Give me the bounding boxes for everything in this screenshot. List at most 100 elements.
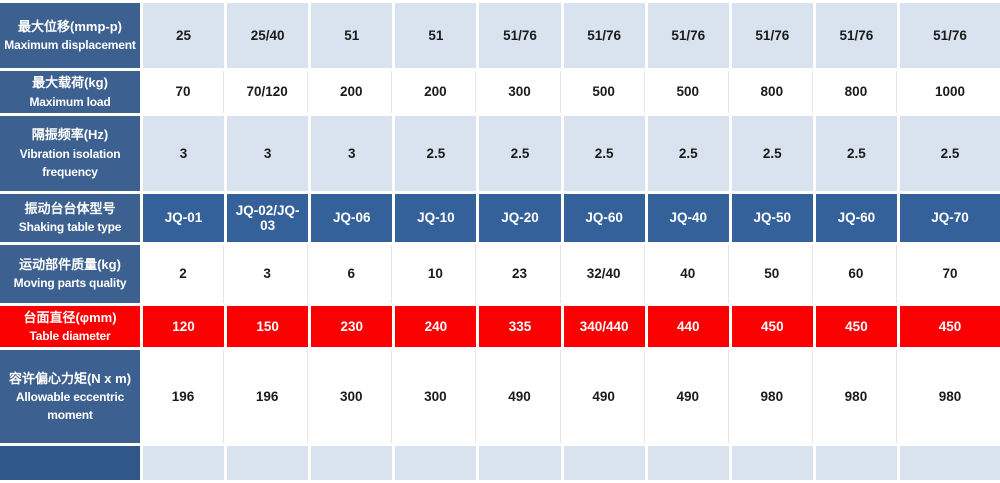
cell-allowable-eccentric-moment-col1: 196 <box>143 350 225 443</box>
cell-moving-parts-quality-col3: 6 <box>311 244 393 303</box>
cell-max-load-col6: 500 <box>563 71 645 113</box>
row-label-en: Table diameter <box>29 329 111 343</box>
row-header-shaking-table-type: 振动台台体型号 Shaking table type <box>0 193 140 242</box>
cell-allowable-eccentric-moment-col2: 196 <box>227 350 309 443</box>
cell-moving-parts-quality-col5: 23 <box>479 244 561 303</box>
cell-table-diameter-col10: 450 <box>900 305 1000 347</box>
cell-allowable-eccentric-moment-col5: 490 <box>479 350 561 443</box>
cell-allowable-eccentric-moment-col10: 980 <box>900 350 1000 443</box>
cell-shaking-table-type-col1: JQ-01 <box>143 193 225 242</box>
cell-moving-parts-quality-col4: 10 <box>395 244 477 303</box>
cell-vibration-isolation-frequency-col6: 2.5 <box>563 115 645 191</box>
cell-table-diameter-col5: 335 <box>479 305 561 347</box>
cell-next-row-partial-col8 <box>731 446 813 480</box>
cell-max-load-col5: 300 <box>479 71 561 113</box>
cell-moving-parts-quality-col10: 70 <box>900 244 1000 303</box>
cell-allowable-eccentric-moment-col8: 980 <box>731 350 813 443</box>
cell-moving-parts-quality-col9: 60 <box>815 244 897 303</box>
cell-shaking-table-type-col9: JQ-60 <box>815 193 897 242</box>
cell-table-diameter-col7: 440 <box>647 305 729 347</box>
cell-max-displacement-col10: 51/76 <box>900 3 1000 68</box>
cell-next-row-partial-col7 <box>647 446 729 480</box>
row-header-table-diameter: 台面直径(φmm) Table diameter <box>0 305 140 347</box>
row-label-zh: 容许偏心力矩(N x m) <box>8 370 132 386</box>
row-label-zh: 隔振频率(Hz) <box>31 127 109 143</box>
row-header-allowable-eccentric-moment: 容许偏心力矩(N x m) Allowable eccentric moment <box>0 350 140 443</box>
cell-max-displacement-col4: 51 <box>395 3 477 68</box>
cell-max-load-col10: 1000 <box>900 71 1000 113</box>
cell-shaking-table-type-col2: JQ-02/JQ-03 <box>227 193 309 242</box>
cell-next-row-partial-col5 <box>479 446 561 480</box>
cell-max-displacement-col6: 51/76 <box>563 3 645 68</box>
cell-shaking-table-type-col6: JQ-60 <box>563 193 645 242</box>
cell-next-row-partial-col10 <box>900 446 1000 480</box>
cell-shaking-table-type-col3: JQ-06 <box>311 193 393 242</box>
cell-table-diameter-col4: 240 <box>395 305 477 347</box>
row-label-zh: 振动台台体型号 <box>24 200 116 216</box>
cell-next-row-partial-col6 <box>563 446 645 480</box>
cell-allowable-eccentric-moment-col3: 300 <box>311 350 393 443</box>
row-label-en: Maximum load <box>29 94 111 109</box>
cell-allowable-eccentric-moment-col7: 490 <box>647 350 729 443</box>
cell-max-displacement-col9: 51/76 <box>815 3 897 68</box>
cell-max-displacement-col1: 25 <box>143 3 225 68</box>
table-row-max-displacement: 最大位移(mmp-p) Maximum displacement 25 25/40 51… <box>0 3 1000 68</box>
cell-next-row-partial-col1 <box>143 446 225 480</box>
cell-moving-parts-quality-col6: 32/40 <box>563 244 645 303</box>
cell-allowable-eccentric-moment-col9: 980 <box>815 350 897 443</box>
row-label-en: Allowable eccentric moment <box>15 390 125 423</box>
row-header-max-load: 最大载荷(kg) Maximum load <box>0 71 140 113</box>
cell-moving-parts-quality-col1: 2 <box>143 244 225 303</box>
table-row-shaking-table-type: 振动台台体型号 Shaking table type JQ-01 JQ-02/JQ-0… <box>0 193 1000 242</box>
table-row-allowable-eccentric-moment: 容许偏心力矩(N x m) Allowable eccentric moment 1… <box>0 350 1000 443</box>
cell-vibration-isolation-frequency-col3: 3 <box>311 115 393 191</box>
cell-next-row-partial-col2 <box>227 446 309 480</box>
spec-table-body: 最大位移(mmp-p) Maximum displacement 25 25/40 51… <box>0 3 1000 480</box>
table-row-next-row-partial <box>0 446 1000 480</box>
row-header-max-displacement: 最大位移(mmp-p) Maximum displacement <box>0 3 140 68</box>
row-label-zh: 台面直径(φmm) <box>23 309 117 325</box>
cell-next-row-partial-col4 <box>395 446 477 480</box>
cell-table-diameter-col6: 340/440 <box>563 305 645 347</box>
row-label-en: Maximum displacement <box>4 38 136 53</box>
cell-shaking-table-type-col5: JQ-20 <box>479 193 561 242</box>
cell-allowable-eccentric-moment-col6: 490 <box>563 350 645 443</box>
row-header-next-row-partial <box>0 446 140 480</box>
row-label-en: Shaking table type <box>18 220 122 235</box>
cell-vibration-isolation-frequency-col5: 2.5 <box>479 115 561 191</box>
cell-shaking-table-type-col7: JQ-40 <box>647 193 729 242</box>
table-row-moving-parts-quality: 运动部件质量(kg) Moving parts quality 2 3 6 10 23 32/… <box>0 244 1000 303</box>
table-row-max-load: 最大载荷(kg) Maximum load 70 70/120 200 200 300 500… <box>0 71 1000 113</box>
cell-max-load-col2: 70/120 <box>227 71 309 113</box>
cell-max-displacement-col7: 51/76 <box>647 3 729 68</box>
cell-vibration-isolation-frequency-col9: 2.5 <box>815 115 897 191</box>
row-label-zh: 最大位移(mmp-p) <box>18 18 122 34</box>
cell-table-diameter-col9: 450 <box>815 305 897 347</box>
row-label-en: Vibration isolation frequency <box>19 146 121 179</box>
cell-shaking-table-type-col10: JQ-70 <box>900 193 1000 242</box>
cell-allowable-eccentric-moment-col4: 300 <box>395 350 477 443</box>
cell-vibration-isolation-frequency-col1: 3 <box>143 115 225 191</box>
row-label-zh: 运动部件质量(kg) <box>19 256 121 272</box>
cell-moving-parts-quality-col2: 3 <box>227 244 309 303</box>
cell-table-diameter-col8: 450 <box>731 305 813 347</box>
table-row-vibration-isolation-frequency: 隔振频率(Hz) Vibration isolation frequency 3 3 3… <box>0 115 1000 191</box>
cell-vibration-isolation-frequency-col7: 2.5 <box>647 115 729 191</box>
cell-shaking-table-type-col4: JQ-10 <box>395 193 477 242</box>
cell-max-load-col4: 200 <box>395 71 477 113</box>
cell-table-diameter-col2: 150 <box>227 305 309 347</box>
cell-table-diameter-col1: 120 <box>143 305 225 347</box>
cell-table-diameter-col3: 230 <box>311 305 393 347</box>
cell-vibration-isolation-frequency-col2: 3 <box>227 115 309 191</box>
cell-max-displacement-col2: 25/40 <box>227 3 309 68</box>
row-header-moving-parts-quality: 运动部件质量(kg) Moving parts quality <box>0 244 140 303</box>
cell-next-row-partial-col9 <box>815 446 897 480</box>
cell-max-load-col1: 70 <box>143 71 225 113</box>
cell-max-load-col9: 800 <box>815 71 897 113</box>
cell-max-load-col7: 500 <box>647 71 729 113</box>
cell-vibration-isolation-frequency-col10: 2.5 <box>900 115 1000 191</box>
cell-max-displacement-col8: 51/76 <box>731 3 813 68</box>
cell-max-displacement-col3: 51 <box>311 3 393 68</box>
cell-moving-parts-quality-col8: 50 <box>731 244 813 303</box>
